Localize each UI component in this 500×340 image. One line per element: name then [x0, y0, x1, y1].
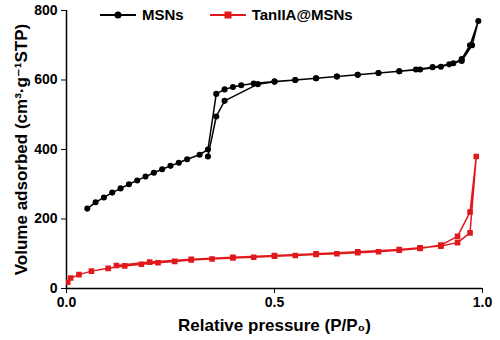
svg-text:Volume adsorbed (cm³·g⁻¹STP): Volume adsorbed (cm³·g⁻¹STP) [12, 24, 31, 275]
svg-text:200: 200 [34, 210, 58, 226]
html-text:TanIIA@MSNs: TanIIA@MSNs [251, 6, 353, 23]
svg-text:0.5: 0.5 [265, 294, 285, 310]
svg-text:800: 800 [34, 2, 58, 18]
html-text:MSNs: MSNs [142, 6, 184, 23]
svg-text:1.0: 1.0 [473, 294, 493, 310]
svg-text:0: 0 [49, 280, 58, 296]
svg-text:Relative pressure (P/P₀): Relative pressure (P/P₀) [178, 316, 371, 335]
svg-text:0.0: 0.0 [57, 294, 77, 310]
svg-text:400: 400 [34, 141, 58, 157]
svg-text:600: 600 [34, 71, 58, 87]
